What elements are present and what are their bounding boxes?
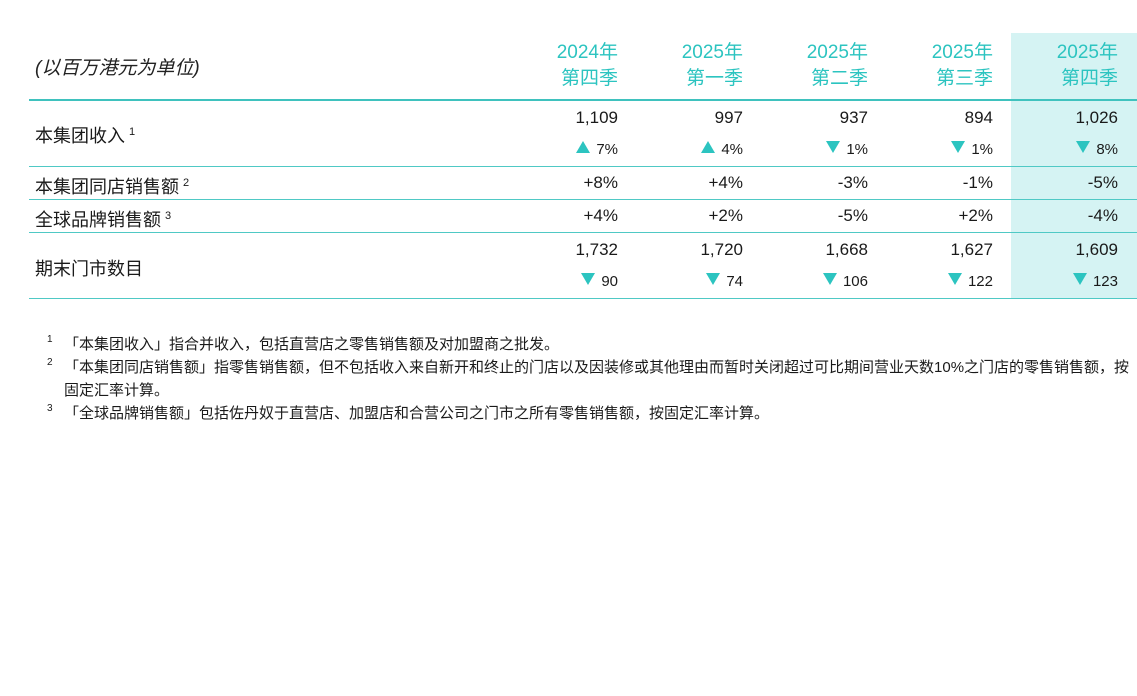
row-label: 全球品牌销售额 3 <box>35 206 171 232</box>
row-divider <box>29 166 1137 167</box>
value-cell: 894 <box>964 108 993 127</box>
footnote-number: 2 <box>47 357 53 368</box>
value-cell: 1,109 <box>575 108 618 127</box>
table-row-store-count: 期末门市数目 1,732 1,720 1,668 1,627 1,609 90 … <box>29 233 1137 298</box>
table-row-same-store-sales: 本集团同店销售额 2 +8% +4% -3% -1% -5% <box>29 167 1137 199</box>
change-cell: 122 <box>893 273 993 290</box>
header-divider <box>29 99 1137 101</box>
footnote-ref: 3 <box>165 210 172 222</box>
change-arrow-icon <box>701 141 716 153</box>
value-cell: +8% <box>583 173 619 192</box>
row-label: 本集团同店销售额 2 <box>35 173 189 199</box>
footnote-number: 1 <box>47 334 53 345</box>
value-cell: 1,627 <box>950 240 993 259</box>
column-header-q4-2024: 2024年 第四季 <box>518 40 618 92</box>
footnote-1: 1 「本集团收入」指合并收入，包括直营店之零售销售额及对加盟商之批发。 <box>47 333 1137 356</box>
column-year: 2025年 <box>931 42 993 63</box>
column-header-q4-2025: 2025年 第四季 <box>1018 40 1118 92</box>
row-label: 本集团收入 1 <box>35 122 135 148</box>
row-label-text: 期末门市数目 <box>35 259 143 279</box>
row-label-text: 本集团同店销售额 <box>35 177 179 197</box>
change-text: 74 <box>726 273 743 290</box>
column-header-q1-2025: 2025年 第一季 <box>643 40 743 92</box>
change-cell: 123 <box>1018 273 1118 290</box>
change-arrow-icon <box>822 273 837 285</box>
change-cell: 1% <box>893 141 993 158</box>
footnote-text: 「本集团同店销售额」指零售销售额，但不包括收入来自新开和终止的门店以及因装修或其… <box>64 359 1130 399</box>
value-cell: -5% <box>1087 173 1118 192</box>
change-cell: 8% <box>1018 141 1118 158</box>
change-arrow-icon <box>947 273 962 285</box>
value-cell: 1,026 <box>1075 108 1118 127</box>
value-cell: 997 <box>714 108 743 127</box>
value-cell: +2% <box>958 206 994 225</box>
row-label: 期末门市数目 <box>35 255 143 281</box>
change-text: 7% <box>596 141 618 158</box>
column-header-q3-2025: 2025年 第三季 <box>893 40 993 92</box>
table-row-revenue: 本集团收入 1 1,109 997 937 894 1,026 7% 4% 1% … <box>29 101 1137 166</box>
value-cell: 1,668 <box>825 240 868 259</box>
row-label-text: 本集团收入 <box>35 126 125 146</box>
change-cell: 7% <box>518 141 618 158</box>
column-year: 2025年 <box>681 42 743 63</box>
change-arrow-icon <box>826 141 841 153</box>
footnote-ref: 1 <box>129 126 136 138</box>
column-quarter: 第二季 <box>810 68 868 89</box>
change-arrow-icon <box>1076 141 1091 153</box>
change-text: 122 <box>967 273 993 290</box>
change-text: 106 <box>842 273 868 290</box>
value-cell: +4% <box>708 173 744 192</box>
footnote-text: 「全球品牌销售额」包括佐丹奴于直营店、加盟店和合营公司之门市之所有零售销售额，按… <box>64 405 770 422</box>
value-cell: 1,609 <box>1075 240 1118 259</box>
change-text: 4% <box>721 141 743 158</box>
change-arrow-icon <box>706 273 721 285</box>
footnotes: 1 「本集团收入」指合并收入，包括直营店之零售销售额及对加盟商之批发。 2 「本… <box>47 333 1137 425</box>
value-cell: +4% <box>583 206 619 225</box>
footnote-3: 3 「全球品牌销售额」包括佐丹奴于直营店、加盟店和合营公司之门市之所有零售销售额… <box>47 402 1137 425</box>
change-text: 1% <box>971 141 993 158</box>
change-text: 123 <box>1092 273 1118 290</box>
row-divider <box>29 199 1137 200</box>
column-quarter: 第四季 <box>1060 68 1118 89</box>
change-text: 1% <box>846 141 868 158</box>
column-header-q2-2025: 2025年 第二季 <box>768 40 868 92</box>
row-divider <box>29 232 1137 233</box>
column-year: 2025年 <box>806 42 868 63</box>
value-cell: -1% <box>962 173 993 192</box>
column-year: 2025年 <box>1056 42 1118 63</box>
value-cell: 1,720 <box>700 240 743 259</box>
change-arrow-icon <box>951 141 966 153</box>
change-text: 90 <box>601 273 618 290</box>
row-label-text: 全球品牌销售额 <box>35 210 161 230</box>
highlight-column-q4-2025 <box>1011 33 1137 298</box>
change-text: 8% <box>1096 141 1118 158</box>
table-header: (以百万港元为单位) 2024年 第四季 2025年 第一季 2025年 第二季… <box>29 33 1137 99</box>
column-quarter: 第三季 <box>935 68 993 89</box>
change-arrow-icon <box>1072 273 1087 285</box>
footnote-number: 3 <box>47 403 53 414</box>
footnote-ref: 2 <box>183 177 190 189</box>
value-cell: 1,732 <box>575 240 618 259</box>
column-quarter: 第一季 <box>685 68 743 89</box>
value-cell: 937 <box>839 108 868 127</box>
value-cell: -4% <box>1087 206 1118 225</box>
change-cell: 74 <box>643 273 743 290</box>
footnote-2: 2 「本集团同店销售额」指零售销售额，但不包括收入来自新开和终止的门店以及因装修… <box>47 356 1137 402</box>
footnote-text: 「本集团收入」指合并收入，包括直营店之零售销售额及对加盟商之批发。 <box>64 336 560 353</box>
change-cell: 4% <box>643 141 743 158</box>
table-row-global-brand-sales: 全球品牌销售额 3 +4% +2% -5% +2% -4% <box>29 200 1137 232</box>
value-cell: -5% <box>837 206 868 225</box>
change-cell: 1% <box>768 141 868 158</box>
unit-label: (以百万港元为单位) <box>35 58 200 79</box>
value-cell: -3% <box>837 173 868 192</box>
change-cell: 106 <box>768 273 868 290</box>
column-year: 2024年 <box>556 42 618 63</box>
change-arrow-icon <box>576 141 591 153</box>
value-cell: +2% <box>708 206 744 225</box>
table-bottom-rule <box>29 298 1137 299</box>
change-cell: 90 <box>518 273 618 290</box>
change-arrow-icon <box>581 273 596 285</box>
column-quarter: 第四季 <box>560 68 618 89</box>
